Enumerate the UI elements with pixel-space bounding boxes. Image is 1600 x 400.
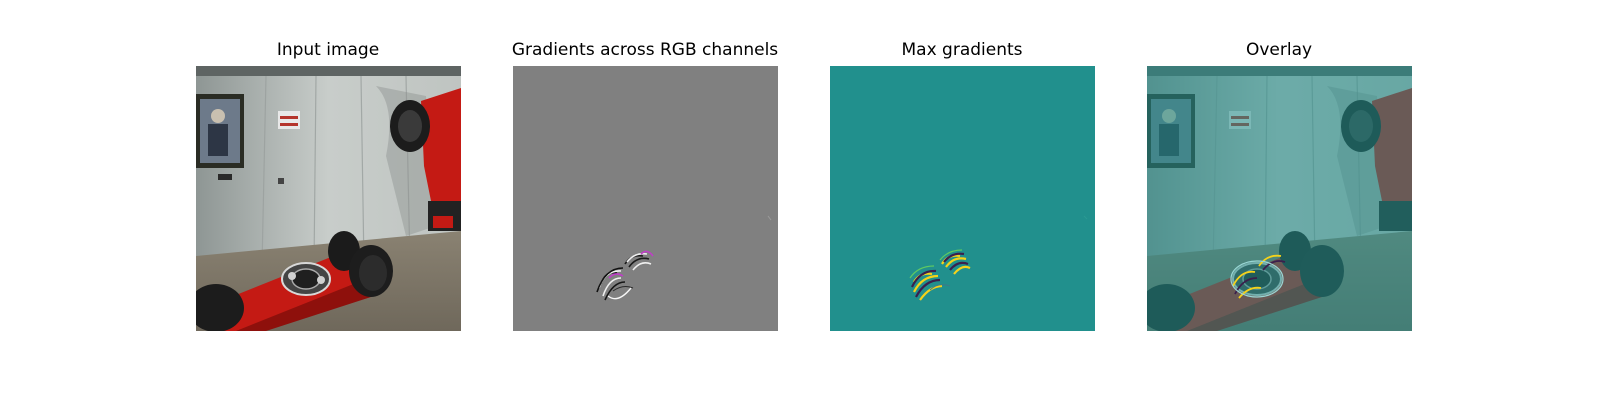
rgb-gradients-svg (513, 66, 778, 331)
panel-title-rgb-gradients: Gradients across RGB channels (511, 40, 779, 60)
panel-title-max-gradients: Max gradients (901, 40, 1023, 60)
framed-portrait-image (196, 94, 244, 168)
overlay-svg (1147, 66, 1412, 331)
panel-title-input-image: Input image (276, 40, 380, 60)
robot-arm-image (390, 88, 461, 231)
max-gradients-image (830, 66, 1095, 331)
panel-title-overlay: Overlay (1245, 40, 1313, 60)
max-gradients-svg (830, 66, 1095, 331)
input-image (196, 66, 461, 331)
input-image-svg (196, 66, 461, 331)
overlay-image (1147, 66, 1412, 331)
rgb-gradients-image (513, 66, 778, 331)
